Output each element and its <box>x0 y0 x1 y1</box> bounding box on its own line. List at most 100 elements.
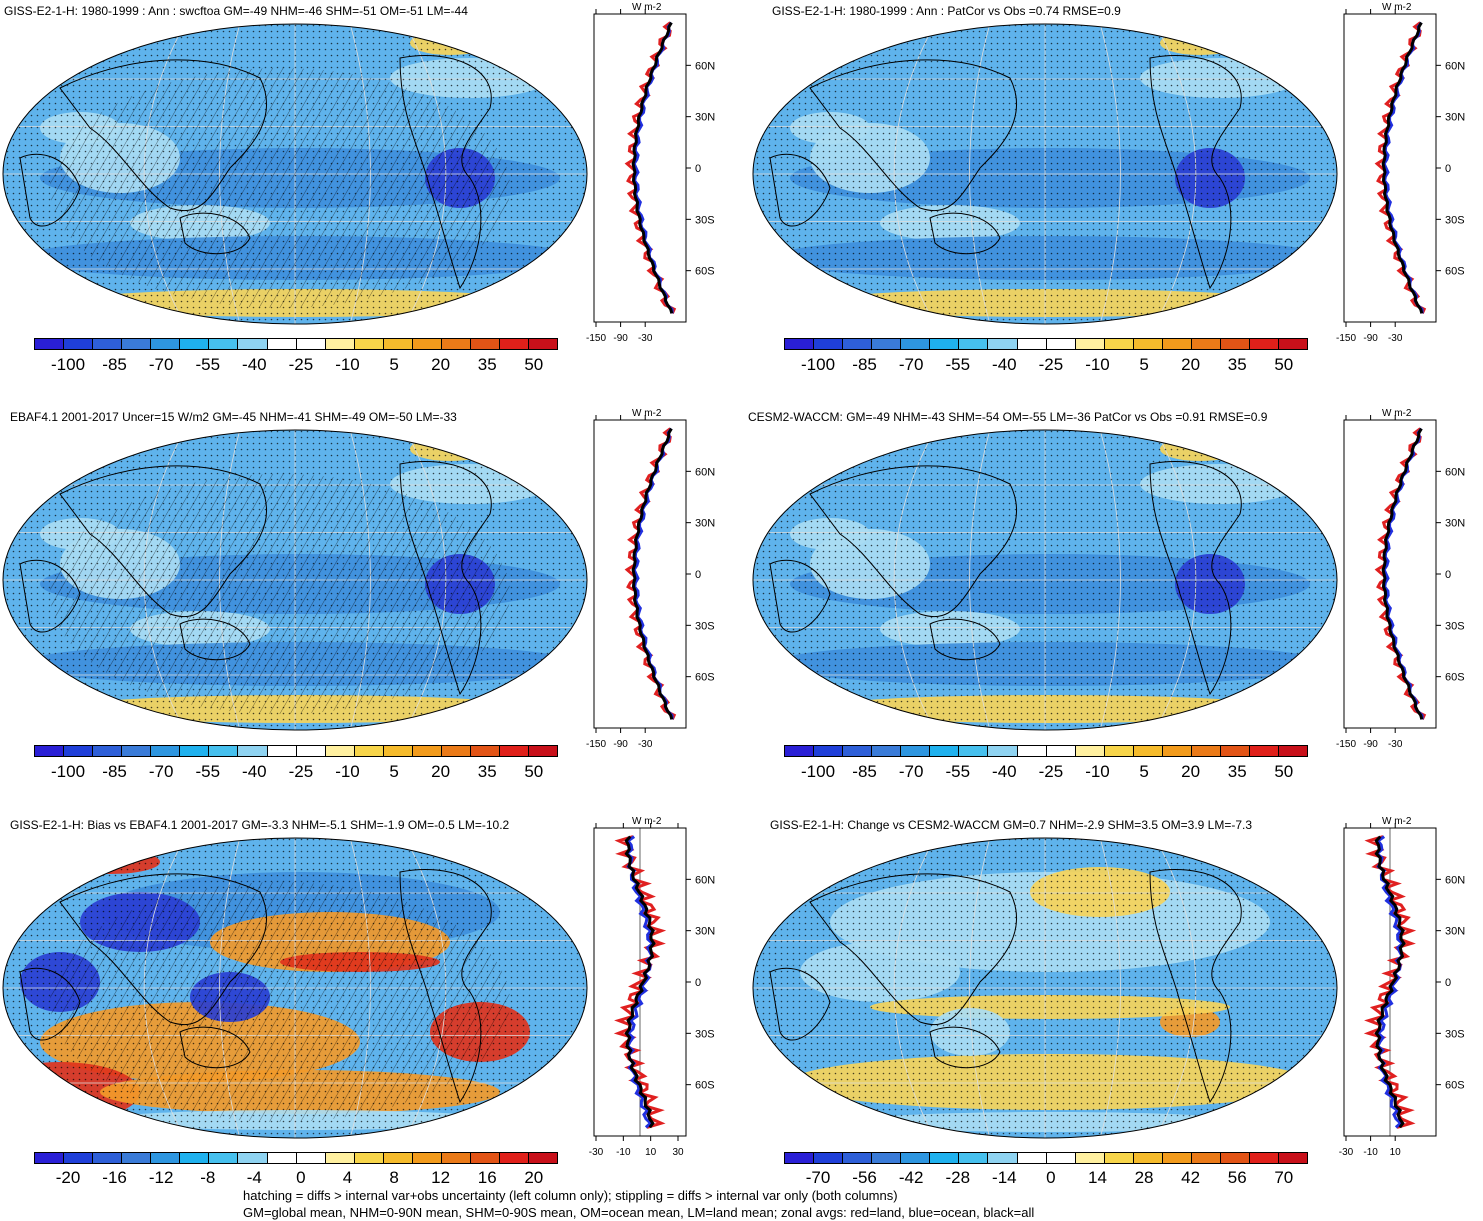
colorbar-label: -85 <box>852 762 877 781</box>
footer-note-1: hatching = diffs > internal var+obs unce… <box>243 1188 898 1203</box>
zonal-mean-plot: 60N 30N 0 30S 60S -150 -90 -30 W m-2 <box>586 408 715 750</box>
colorbar-swatch <box>930 1153 960 1163</box>
colorbar <box>784 338 1308 350</box>
colorbar-swatch <box>238 746 268 756</box>
colorbar-label: -20 <box>55 1168 81 1187</box>
colorbar-swatch <box>441 746 471 756</box>
colorbar-label: 56 <box>1227 1168 1247 1187</box>
colorbar-swatch <box>1104 1153 1134 1163</box>
hatching <box>50 882 510 1122</box>
colorbar-swatch <box>296 746 326 756</box>
zonal-frame <box>1343 419 1437 729</box>
y-tick-label: 0 <box>695 977 701 989</box>
colorbar-swatch <box>64 1153 94 1163</box>
zonal-mean-plot: 60N 30N 0 30S 60S -30 -10 10 W m-2 <box>1339 816 1465 1158</box>
colorbar-swatch <box>93 1153 123 1163</box>
colorbar-swatch <box>441 339 471 349</box>
y-tick-label: 30S <box>695 1028 715 1040</box>
colorbar-labels: -100 -85 -70 -55 -40 -25 -10 5 20 35 50 <box>34 355 558 375</box>
x-tick-label: -10 <box>616 1147 631 1158</box>
colorbar-swatch <box>843 1153 873 1163</box>
zonal-curve <box>1374 835 1406 1129</box>
x-tick-label: -30 <box>638 739 653 750</box>
colorbar-label: -100 <box>801 355 836 374</box>
panel-title: GISS-E2-1-H: 1980-1999 : Ann : PatCor vs… <box>772 4 1121 18</box>
panel-title: GISS-E2-1-H: 1980-1999 : Ann : swcftoa G… <box>4 4 468 18</box>
zonal-frame <box>1343 13 1437 323</box>
x-tick-label: -90 <box>1363 739 1378 750</box>
colorbar-swatch <box>1162 339 1192 349</box>
colorbar-swatch <box>529 746 558 756</box>
colorbar-swatch <box>1279 1153 1308 1163</box>
colorbar-label: 12 <box>431 1168 451 1187</box>
colorbar-swatch <box>325 746 355 756</box>
colorbar-label: -100 <box>51 355 86 374</box>
colorbar-swatch <box>383 746 413 756</box>
colorbar-label: -55 <box>195 355 221 374</box>
colorbar-swatch <box>1191 339 1221 349</box>
map-border <box>2 429 588 731</box>
colorbar-swatch <box>35 746 65 756</box>
colorbar-swatch <box>296 1153 326 1163</box>
colorbar-label: 20 <box>1181 762 1201 781</box>
zonal-curve <box>631 21 674 314</box>
colorbar-label: 50 <box>1274 762 1294 781</box>
colorbar-swatch <box>930 746 960 756</box>
colorbar-label: -70 <box>898 355 924 374</box>
panel-title: EBAF4.1 2001-2017 Uncer=15 W/m2 GM=-45 N… <box>10 410 457 424</box>
colorbar-label: -70 <box>148 355 174 374</box>
colorbar-label: -70 <box>898 762 924 781</box>
colorbar-swatch <box>180 746 210 756</box>
colorbar-label: 5 <box>389 355 399 374</box>
colorbar-swatch <box>814 746 844 756</box>
colorbar-label: 35 <box>477 762 497 781</box>
colorbar-label: -10 <box>1085 355 1110 374</box>
colorbar-label: -10 <box>335 762 360 781</box>
hatching <box>50 68 510 308</box>
colorbar-label: -4 <box>246 1168 262 1187</box>
colorbar-swatch <box>209 339 239 349</box>
x-tick-label: -30 <box>589 1147 604 1158</box>
colorbar-swatch <box>93 746 123 756</box>
colorbar-swatch <box>1279 746 1308 756</box>
colorbar-swatch <box>35 1153 65 1163</box>
map-border <box>752 23 1338 325</box>
world-map <box>752 837 1338 1139</box>
colorbar <box>784 745 1308 757</box>
colorbar-label: 35 <box>1227 762 1247 781</box>
colorbar-label: -10 <box>1085 762 1110 781</box>
colorbar-swatch <box>209 1153 239 1163</box>
x-tick-label: -150 <box>1336 333 1356 344</box>
zonal-mean-plot: 60N 30N 0 30S 60S -150 -90 -30 W m-2 <box>1336 408 1465 750</box>
colorbar-label: 4 <box>342 1168 353 1187</box>
colorbar-label: 0 <box>1046 1168 1056 1187</box>
colorbar-swatch <box>500 339 530 349</box>
colorbar-swatch <box>1075 339 1105 349</box>
colorbar-swatch <box>64 746 94 756</box>
panel-title: GISS-E2-1-H: Bias vs EBAF4.1 2001-2017 G… <box>10 818 510 832</box>
colorbar-swatch <box>238 339 268 349</box>
map-border <box>752 429 1338 731</box>
x-tick-label: -30 <box>1388 739 1403 750</box>
y-tick-label: 60S <box>695 672 715 684</box>
colorbar-swatch <box>383 339 413 349</box>
colorbar-swatch <box>1133 746 1163 756</box>
map-border <box>752 837 1338 1139</box>
colorbar-label: -14 <box>992 1168 1017 1187</box>
y-tick-label: 0 <box>1445 569 1451 581</box>
colorbar-swatch <box>209 746 239 756</box>
colorbar-swatch <box>354 746 384 756</box>
colorbar-label: -55 <box>945 762 971 781</box>
colorbar-label: -55 <box>945 355 971 374</box>
colorbar-swatch <box>1220 339 1250 349</box>
colorbar-swatch <box>412 746 442 756</box>
stippling <box>753 838 1337 1138</box>
colorbar-swatch <box>959 746 989 756</box>
colorbar-swatch <box>1075 746 1105 756</box>
y-tick-label: 60S <box>695 266 715 278</box>
colorbar-label: -12 <box>148 1168 174 1187</box>
colorbar-label: -56 <box>852 1168 877 1187</box>
units-label: W m-2 <box>632 408 662 419</box>
hatching <box>50 474 510 714</box>
colorbar-label: 14 <box>1088 1168 1107 1187</box>
